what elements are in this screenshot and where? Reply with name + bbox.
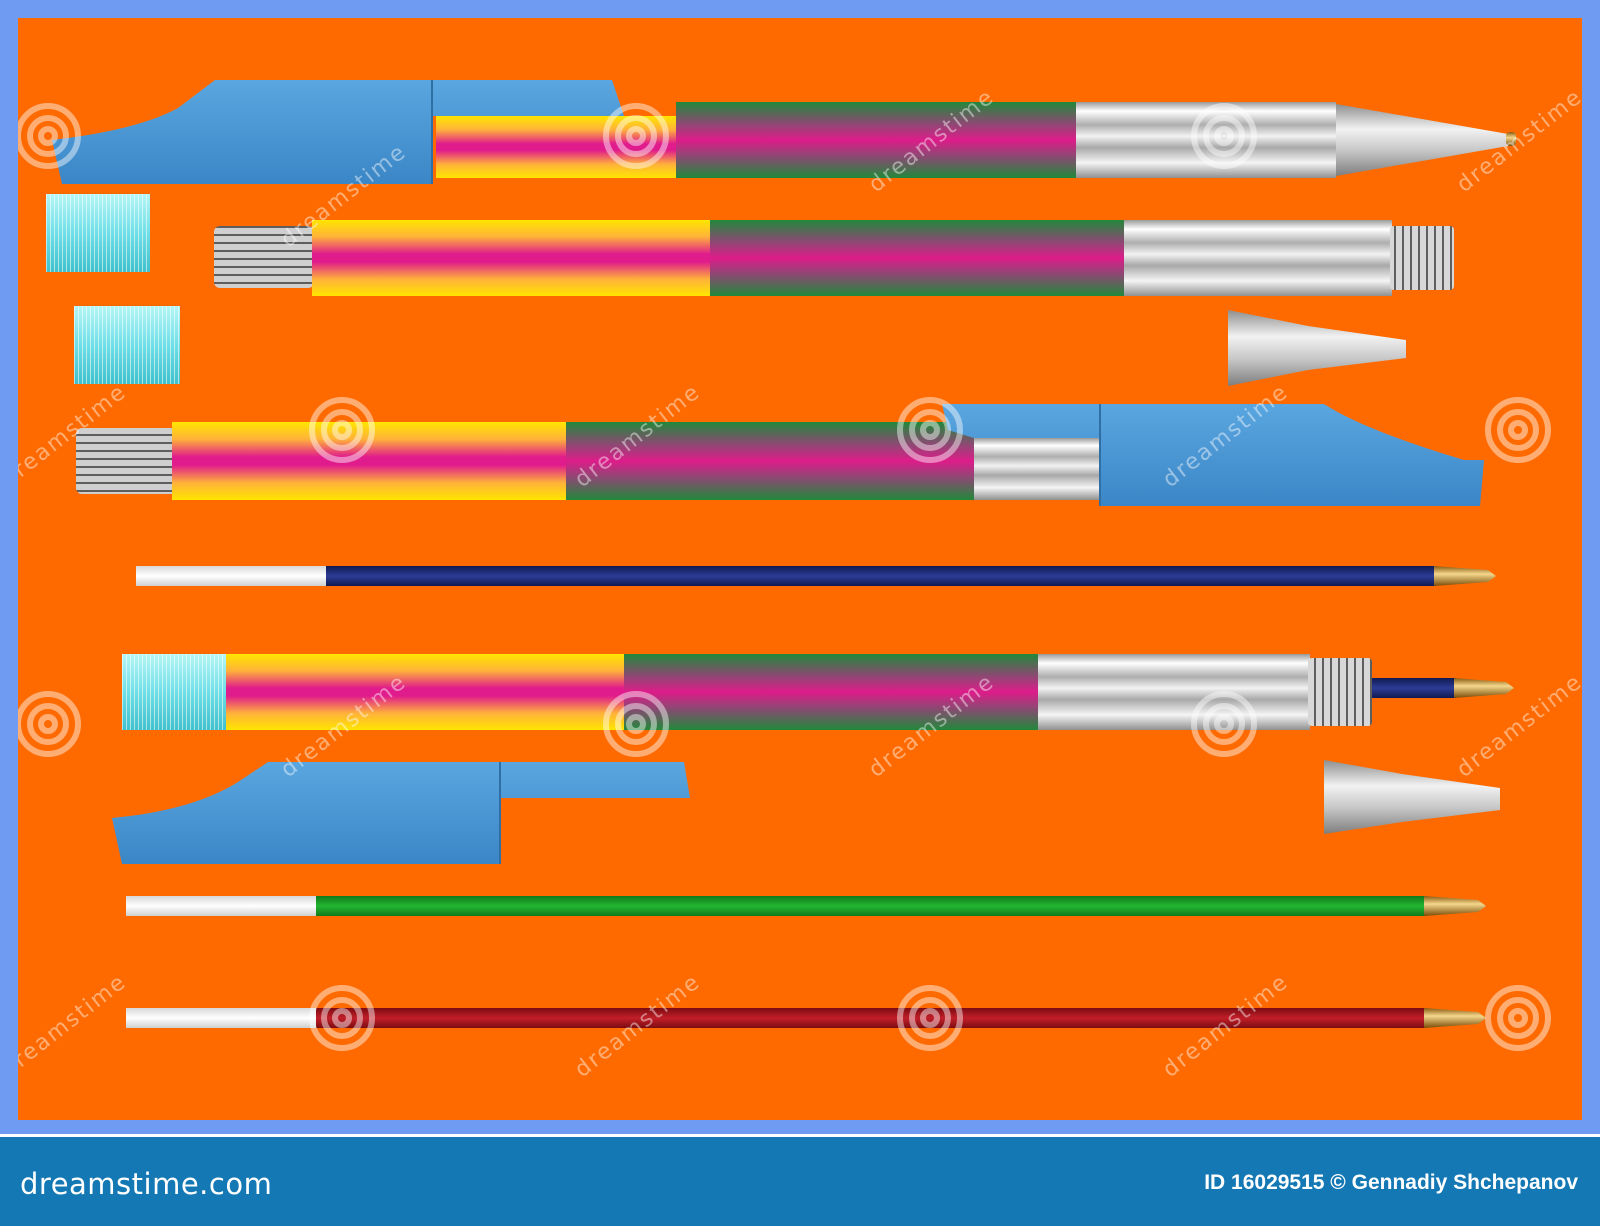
refill-green: [126, 896, 1486, 916]
barrel-green-segment: [710, 220, 1126, 296]
threaded-end: [76, 428, 176, 494]
pen-3-assembled: [76, 404, 1484, 506]
threaded-tip-end: [1390, 226, 1454, 290]
footer-brand[interactable]: dreamstime.com: [20, 1167, 273, 1201]
barrel-green-segment: [624, 654, 1040, 730]
watermark-spirals: [18, 103, 1551, 1051]
cyan-end-cap-1: [46, 194, 150, 272]
pen-cap-blue: [942, 404, 1484, 506]
metal-grip-sleeve: [1076, 102, 1336, 178]
refill-red: [126, 1008, 1486, 1028]
metal-tip-cone: [1336, 104, 1508, 176]
barrel-rainbow-segment: [312, 220, 712, 296]
refill-tip-blue: [1372, 678, 1456, 698]
cyan-end-cap-2: [74, 306, 180, 384]
footer-credit: ID 16029515 © Gennadiy Shchepanov: [1204, 1171, 1578, 1194]
brass-nib: [1506, 132, 1516, 146]
pen-cap-blue: [52, 80, 624, 184]
metal-grip-sleeve: [1038, 654, 1310, 730]
loose-metal-tip-cone: [1228, 310, 1406, 386]
barrel-rainbow-segment: [226, 654, 626, 730]
barrel-green-segment: [566, 422, 976, 500]
image-border: dreamstime dreamstime dreamstime dreamst…: [0, 0, 1600, 1134]
threaded-end: [214, 226, 314, 288]
pen-4-with-refill: [122, 654, 1514, 730]
refill-brass-nib: [1454, 678, 1514, 698]
pen-illustration: dreamstime dreamstime dreamstime dreamst…: [18, 18, 1582, 1120]
threaded-tip-end: [1308, 658, 1372, 726]
loose-pen-cap-blue: [112, 762, 690, 864]
loose-metal-tip-cone: [1324, 760, 1500, 834]
metal-grip-sleeve: [974, 438, 1102, 500]
barrel-green-segment: [676, 102, 1078, 178]
metal-grip-sleeve: [1124, 220, 1392, 296]
pen-1-assembled: [52, 80, 1516, 184]
barrel-rainbow-segment: [172, 422, 568, 500]
pen-2-body: [214, 220, 1454, 296]
barrel-rainbow-segment: [436, 116, 678, 178]
footer-bar: dreamstime.com ID 16029515 © Gennadiy Sh…: [0, 1137, 1600, 1226]
refill-blue: [136, 566, 1496, 586]
